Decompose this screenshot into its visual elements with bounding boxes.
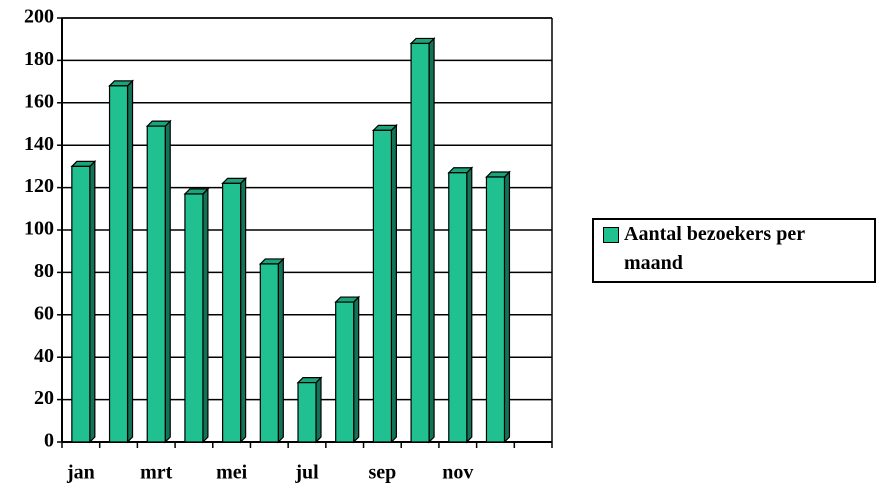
y-tick-label: 20 xyxy=(34,387,54,409)
x-tick-label: mei xyxy=(216,462,248,484)
bar xyxy=(371,123,398,444)
bar-side xyxy=(390,123,397,444)
bar-top xyxy=(70,160,97,167)
y-tick-label: 80 xyxy=(34,260,54,282)
bar-front xyxy=(335,301,355,443)
y-tick-label: 120 xyxy=(24,175,54,197)
bar xyxy=(108,79,134,444)
legend-swatch xyxy=(603,227,619,243)
bar xyxy=(183,187,210,444)
x-tick-label: nov xyxy=(442,462,473,484)
bar-top xyxy=(296,377,323,384)
bar-top xyxy=(447,167,474,174)
bar-front xyxy=(146,125,166,443)
legend-label: Aantal bezoekers per maand xyxy=(624,223,805,274)
bar-front xyxy=(108,85,129,443)
bar-side xyxy=(503,170,511,444)
bar-front xyxy=(259,263,279,443)
bar-side xyxy=(89,159,96,444)
bar-top xyxy=(371,124,398,131)
x-tick-label: jul xyxy=(294,462,319,484)
bar-front xyxy=(71,165,91,443)
bar-front xyxy=(485,176,506,443)
y-tick-label: 0 xyxy=(44,430,54,452)
x-tick-label: sep xyxy=(368,462,396,484)
bar-front xyxy=(184,193,204,443)
y-tick-label: 200 xyxy=(24,6,54,28)
y-tick-label: 100 xyxy=(24,218,54,240)
y-tick-label: 40 xyxy=(34,345,54,367)
bar-top xyxy=(409,37,436,45)
bar xyxy=(145,119,172,444)
bar-top xyxy=(485,171,511,178)
bar xyxy=(409,36,436,444)
bar-side xyxy=(126,79,134,444)
y-tick-label: 180 xyxy=(24,48,54,70)
bar-side xyxy=(202,187,209,444)
bar-side xyxy=(353,295,360,444)
y-tick-label: 60 xyxy=(34,302,54,324)
bar-front xyxy=(372,129,392,443)
bar-side xyxy=(428,36,435,444)
bar-side xyxy=(164,119,171,444)
bar-top xyxy=(334,296,361,303)
bar xyxy=(70,159,97,444)
bar-top xyxy=(145,120,172,127)
x-tick-label: mrt xyxy=(140,462,173,484)
legend: Aantal bezoekers per maand xyxy=(592,218,876,283)
bar-front xyxy=(448,172,468,443)
bar xyxy=(485,170,511,444)
bar-side xyxy=(277,257,284,444)
bar xyxy=(258,257,285,444)
bar-side xyxy=(315,376,322,444)
bar-side xyxy=(240,176,247,444)
bar-top xyxy=(183,188,210,195)
y-tick-label: 160 xyxy=(24,90,54,112)
bar-side xyxy=(466,166,473,444)
bar-front xyxy=(297,382,317,443)
bar-front xyxy=(222,182,242,443)
bar xyxy=(221,176,248,444)
bar-top xyxy=(221,177,248,184)
bar-top xyxy=(258,258,285,265)
bar-top xyxy=(108,80,134,87)
x-tick-label: jan xyxy=(66,462,95,484)
y-tick-label: 140 xyxy=(24,133,54,155)
bar-front xyxy=(410,42,430,443)
bar xyxy=(296,376,323,444)
bar xyxy=(334,295,361,444)
bar xyxy=(447,166,474,444)
